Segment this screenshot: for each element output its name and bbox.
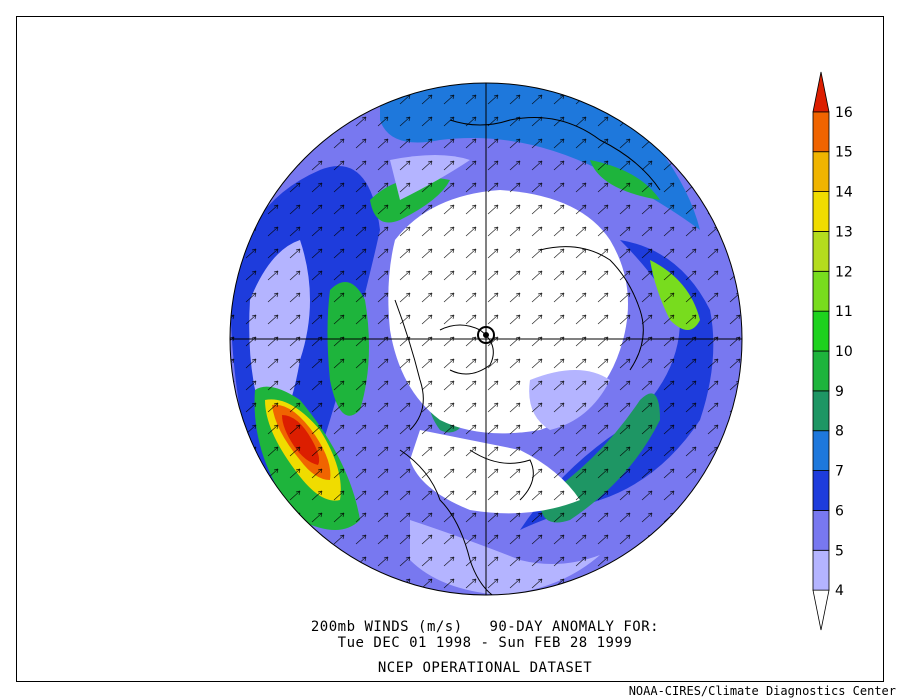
colorbar-swatch [812,151,830,192]
colorbar: 4 5 6 7 8 9 10 11 12 13 14 15 16 [812,71,853,631]
colorbar-swatch [812,470,830,511]
colorbar-swatch [812,191,830,232]
colorbar-swatch [812,549,830,591]
map-title-line3: NCEP OPERATIONAL DATASET [377,660,593,676]
colorbar-tick-label: 12 [835,264,853,280]
colorbar-swatch [812,350,830,392]
colorbar-tick-label: 4 [835,583,844,599]
colorbar-tick-label: 5 [835,543,844,559]
colorbar-tick-label: 10 [835,344,853,360]
map-disc [229,82,743,596]
colorbar-swatch [812,111,830,153]
map-title-line1: 200mb WINDS (m/s) 90-DAY ANOMALY FOR: [310,619,660,635]
credit-label: NOAA-CIRES/Climate Diagnostics Center [628,684,896,698]
colorbar-swatch [812,390,830,432]
colorbar-tick-label: 9 [835,384,844,400]
colorbar-tick-label: 15 [835,145,853,161]
map-title-line2: Tue DEC 01 1998 - Sun FEB 28 1999 [337,635,633,651]
colorbar-tick-label: 14 [835,185,853,201]
colorbar-tick-label: 13 [835,224,853,240]
colorbar-swatch [812,71,830,113]
coastlines [394,117,661,595]
colorbar-swatch [812,270,830,312]
colorbar-swatch [812,430,830,471]
colorbar-swatch [812,231,830,272]
plot-frame [16,16,884,682]
colorbar-tick-label: 8 [835,424,844,440]
colorbar-swatch [812,510,830,551]
colorbar-tick-label: 7 [835,464,844,480]
colorbar-tick-label: 16 [835,105,853,121]
colorbar-tick-label: 6 [835,503,844,519]
colorbar-swatch [812,310,830,352]
colorbar-tick-label: 11 [835,304,853,320]
